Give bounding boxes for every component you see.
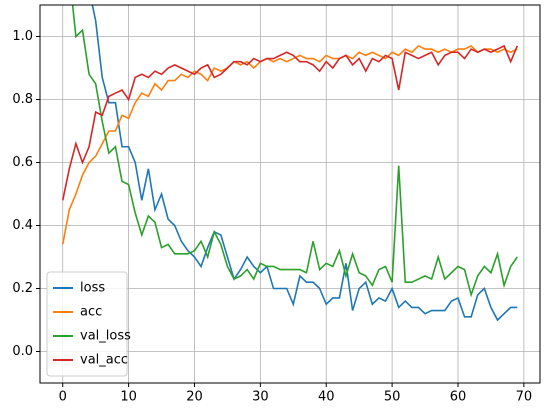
x-tick-label: 60 [450,390,467,405]
series-line [61,44,519,201]
x-tick-label: 10 [120,390,137,405]
series-line [61,44,518,245]
x-tick-label: 30 [252,390,269,405]
legend-label: loss [80,281,105,296]
x-tick-label: 70 [516,390,533,405]
x-tick-label: 50 [384,390,401,405]
x-tick-label: 20 [186,390,203,405]
y-tick-label: 0.0 [12,344,33,359]
legend-box [46,271,128,377]
y-tick-label: 0.6 [12,155,33,170]
legend-label: acc [80,305,102,320]
x-tick-label: 0 [59,390,67,405]
y-tick-label: 0.4 [12,218,33,233]
series-line [91,5,518,322]
y-tick-label: 0.8 [12,92,33,107]
legend-label: val_acc [80,353,128,368]
y-tick-label: 0.2 [12,281,33,296]
legend: loss acc val_loss val_acc [46,271,131,377]
legend-label: val_loss [80,329,131,344]
ticks: 0 10 20 30 40 50 60 70 0.0 0.2 0.4 0.6 0.8 1.0 [12,29,532,405]
series-line [71,5,518,298]
lines [61,5,519,322]
y-tick-label: 1.0 [12,29,33,44]
axes-frame [39,4,541,384]
x-tick-label: 40 [318,390,335,405]
